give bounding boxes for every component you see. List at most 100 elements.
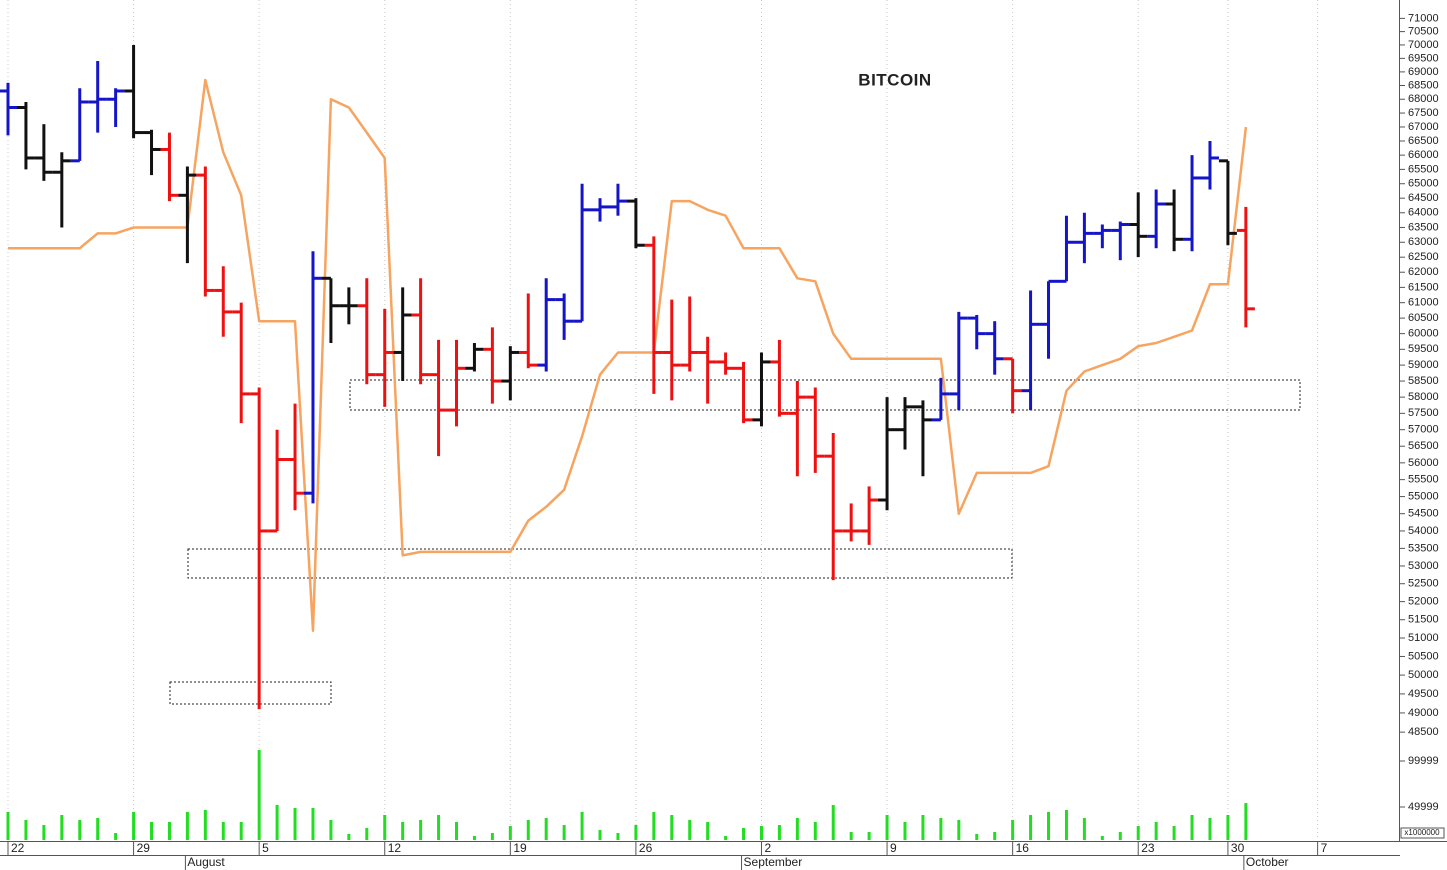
volume-bar xyxy=(831,804,835,840)
y-tick-label: 54000 xyxy=(1408,525,1439,537)
volume-bar xyxy=(634,825,638,840)
zone-box xyxy=(169,681,332,705)
y-tick-label: 68500 xyxy=(1408,79,1439,91)
x-tick-label: 23 xyxy=(1141,841,1155,855)
volume-bar xyxy=(975,833,979,840)
y-tick-label: 60000 xyxy=(1408,328,1439,340)
y-tick-label: 48500 xyxy=(1408,726,1439,738)
volume-bar xyxy=(921,814,925,840)
volume-bar xyxy=(132,811,136,840)
volume-bar xyxy=(724,835,728,840)
volume-bar xyxy=(383,814,387,840)
volume-bar xyxy=(580,811,584,840)
y-tick-label: 58500 xyxy=(1408,375,1439,387)
y-tick-label: 71000 xyxy=(1408,12,1439,24)
volume-bar xyxy=(706,821,710,840)
volume-bar xyxy=(616,833,620,840)
y-tick-label: 69000 xyxy=(1408,66,1439,78)
y-tick-label: 60500 xyxy=(1408,312,1439,324)
y-tick-label: 55500 xyxy=(1408,474,1439,486)
x-tick-label: 22 xyxy=(11,841,25,855)
month-label: August xyxy=(187,855,225,869)
volume-bar xyxy=(42,825,46,840)
volume-bar xyxy=(508,826,512,840)
y-tick-label: 59000 xyxy=(1408,359,1439,371)
y-tick-label: 50000 xyxy=(1408,669,1439,681)
volume-bar xyxy=(813,821,817,840)
volume-bar xyxy=(849,831,853,840)
volume-bar xyxy=(1208,818,1212,840)
month-label: October xyxy=(1246,855,1289,869)
volume-bar xyxy=(670,814,674,840)
overlay-line xyxy=(8,78,1248,632)
chart-title: BITCOIN xyxy=(858,70,931,89)
volume-bar xyxy=(60,814,64,840)
x-tick-label: 19 xyxy=(513,841,527,855)
y-tick-label: 66500 xyxy=(1408,135,1439,147)
y-tick-label: 65500 xyxy=(1408,163,1439,175)
volume-bar xyxy=(365,827,369,840)
y-tick-label: 68000 xyxy=(1408,93,1439,105)
volume-bar xyxy=(1154,821,1158,840)
y-tick-label: 63500 xyxy=(1408,221,1439,233)
volume-bar xyxy=(347,833,351,840)
volume-bar xyxy=(437,814,441,840)
x-tick-label: 16 xyxy=(1016,841,1030,855)
volume-bar xyxy=(329,819,333,840)
y-tick-label: 57500 xyxy=(1408,407,1439,419)
volume-bar xyxy=(939,818,943,840)
y-tick-label: 61000 xyxy=(1408,297,1439,309)
y-tick-label: 56500 xyxy=(1408,440,1439,452)
volume-tick-label: 49999 xyxy=(1408,801,1439,813)
month-label: September xyxy=(744,855,803,869)
y-tick-label: 56000 xyxy=(1408,457,1439,469)
volume-bar xyxy=(455,821,458,840)
x-tick-label: 30 xyxy=(1231,841,1245,855)
volume-bar xyxy=(867,831,871,840)
y-tick-label: 53000 xyxy=(1408,560,1439,572)
y-tick-label: 52500 xyxy=(1408,578,1439,590)
volume-bar xyxy=(1011,819,1015,840)
volume-bar xyxy=(311,807,315,840)
volume-bar xyxy=(401,821,405,840)
volume-bar xyxy=(6,811,10,840)
y-tick-label: 49500 xyxy=(1408,688,1439,700)
y-tick-label: 64500 xyxy=(1408,192,1439,204)
volume-bar xyxy=(885,814,889,840)
volume-bar xyxy=(1029,814,1033,840)
y-tick-label: 69500 xyxy=(1408,52,1439,64)
volume-bar xyxy=(993,831,997,840)
y-tick-label: 55000 xyxy=(1408,490,1439,502)
x-tick-label: 5 xyxy=(262,841,269,855)
volume-bar xyxy=(293,807,297,840)
volume-bar xyxy=(1172,826,1176,840)
y-tick-label: 66000 xyxy=(1408,149,1439,161)
volume-bar xyxy=(239,821,243,840)
volume-bar xyxy=(777,825,781,840)
volume-bar xyxy=(203,810,207,840)
y-tick-label: 51500 xyxy=(1408,614,1439,626)
volume-bar xyxy=(688,819,692,840)
y-tick-label: 67500 xyxy=(1408,107,1439,119)
y-tick-label: 53500 xyxy=(1408,542,1439,554)
volume-bar xyxy=(1118,831,1122,840)
y-tick-label: 57000 xyxy=(1408,424,1439,436)
volume-bar xyxy=(472,835,476,840)
volume-bar xyxy=(759,826,763,840)
y-tick-label: 50500 xyxy=(1408,650,1439,662)
volume-bar xyxy=(1064,810,1068,840)
volume-bar xyxy=(1244,803,1248,840)
y-tick-label: 62000 xyxy=(1408,266,1439,278)
volume-bar xyxy=(275,804,279,840)
volume-unit: x1000000 xyxy=(1404,828,1440,837)
volume-bar xyxy=(562,825,566,840)
x-tick-label: 29 xyxy=(137,841,151,855)
volume-bar xyxy=(185,811,189,840)
volume-bar xyxy=(544,818,548,840)
volume-bar xyxy=(1082,818,1086,840)
volume-tick-label: 99999 xyxy=(1408,755,1439,767)
y-tick-label: 51000 xyxy=(1408,632,1439,644)
volume-bar xyxy=(24,819,28,840)
volume-bar xyxy=(526,819,530,840)
y-tick-label: 65000 xyxy=(1408,178,1439,190)
